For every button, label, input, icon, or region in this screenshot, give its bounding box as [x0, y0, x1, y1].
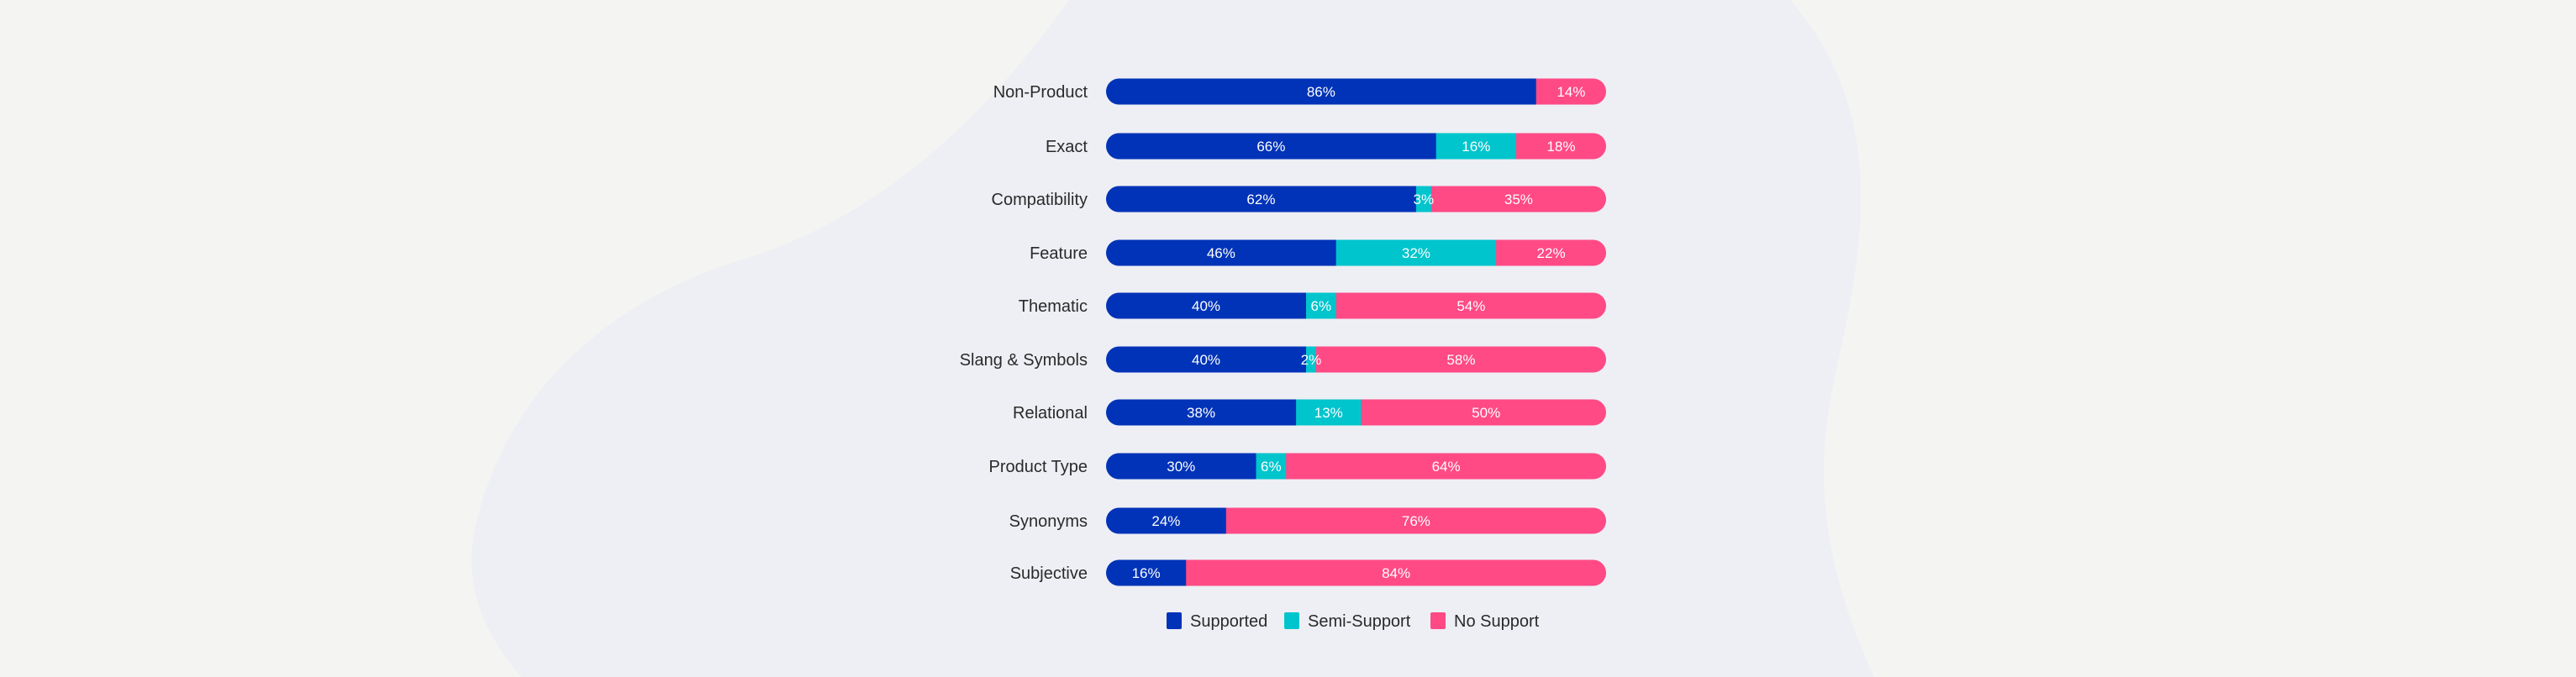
legend-label: Semi-Support — [1308, 612, 1411, 631]
category-label: Relational — [1013, 404, 1088, 422]
data-label: 22% — [1537, 245, 1566, 261]
data-label: 6% — [1261, 459, 1282, 475]
bar-row — [1106, 453, 1606, 480]
data-label: 30% — [1167, 459, 1195, 475]
data-label: 84% — [1382, 565, 1410, 581]
bar-row — [1106, 346, 1606, 373]
bar-segment-no-support — [1515, 133, 1606, 160]
category-label: Slang & Symbols — [960, 351, 1088, 370]
legend-swatch — [1430, 612, 1446, 629]
bar-segment-semi-support — [1306, 346, 1317, 373]
category-label: Thematic — [1019, 297, 1088, 316]
bar-segment-supported — [1106, 239, 1337, 266]
category-label: Compatibility — [992, 191, 1088, 209]
data-label: 64% — [1432, 459, 1461, 475]
legend-swatch — [1167, 612, 1182, 629]
legend-label: No Support — [1454, 612, 1540, 631]
bar-segment-no-support — [1315, 346, 1606, 373]
data-label: 16% — [1132, 565, 1161, 581]
bar-row — [1106, 239, 1606, 266]
legend-item: No Support — [1430, 612, 1540, 631]
bar-segment-supported — [1106, 133, 1437, 160]
bar-segment-semi-support — [1296, 399, 1362, 426]
bar-segment-no-support — [1286, 453, 1606, 480]
bar-segment-no-support — [1430, 186, 1606, 213]
bar-row — [1106, 78, 1606, 105]
bar-row — [1106, 399, 1606, 426]
bar-segment-no-support — [1186, 559, 1606, 586]
bar-row — [1106, 186, 1606, 213]
data-label: 38% — [1187, 405, 1215, 421]
data-label: 35% — [1504, 192, 1533, 207]
bar-segment-supported — [1106, 78, 1537, 105]
data-label: 16% — [1462, 139, 1490, 155]
category-label: Exact — [1046, 138, 1088, 156]
bar-segment-supported — [1106, 559, 1187, 586]
bar-segment-no-support — [1335, 292, 1606, 319]
category-label: Non-Product — [993, 83, 1088, 102]
bar-segment-semi-support — [1306, 292, 1337, 319]
bar-segment-semi-support — [1256, 453, 1287, 480]
data-label: 58% — [1446, 352, 1475, 368]
bar-segment-semi-support — [1415, 186, 1432, 213]
bar-segment-semi-support — [1436, 133, 1517, 160]
category-label: Feature — [1030, 244, 1088, 263]
data-label: 13% — [1314, 405, 1343, 421]
data-label: 40% — [1192, 352, 1220, 368]
data-label: 18% — [1546, 139, 1575, 155]
legend-label: Supported — [1190, 612, 1267, 631]
bar-segment-no-support — [1225, 507, 1606, 534]
bar-segment-supported — [1106, 346, 1307, 373]
data-label: 50% — [1472, 405, 1500, 421]
bar-segment-supported — [1106, 292, 1307, 319]
category-label: Product Type — [989, 458, 1088, 476]
bar-segment-supported — [1106, 186, 1417, 213]
category-label: Subjective — [1010, 564, 1088, 583]
bar-row — [1106, 292, 1606, 319]
legend-item: Semi-Support — [1284, 612, 1411, 631]
data-label: 2% — [1301, 352, 1322, 368]
data-label: 24% — [1151, 513, 1180, 529]
data-label: 66% — [1256, 139, 1285, 155]
data-label: 3% — [1414, 192, 1435, 207]
bar-segment-no-support — [1496, 239, 1606, 266]
bar-row — [1106, 133, 1606, 160]
data-label: 62% — [1246, 192, 1275, 207]
data-label: 86% — [1307, 84, 1335, 100]
bar-segment-no-support — [1536, 78, 1606, 105]
bar-segment-supported — [1106, 453, 1256, 480]
data-label: 6% — [1311, 298, 1332, 314]
bar-segment-semi-support — [1335, 239, 1497, 266]
legend-swatch — [1284, 612, 1299, 629]
legend-item: Supported — [1167, 612, 1267, 631]
data-label: 46% — [1207, 245, 1235, 261]
bar-row — [1106, 507, 1606, 534]
bar-segment-supported — [1106, 507, 1227, 534]
data-label: 14% — [1557, 84, 1585, 100]
category-label: Synonyms — [1009, 512, 1088, 531]
data-label: 32% — [1402, 245, 1430, 261]
bar-segment-supported — [1106, 399, 1297, 426]
data-label: 76% — [1402, 513, 1430, 529]
bar-segment-no-support — [1361, 399, 1606, 426]
data-label: 54% — [1457, 298, 1485, 314]
data-label: 40% — [1192, 298, 1220, 314]
bar-row — [1106, 559, 1606, 586]
